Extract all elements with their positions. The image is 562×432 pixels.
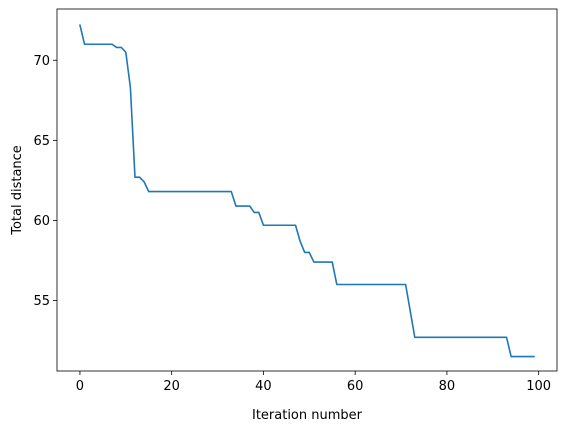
y-tick-label: 60 [33, 214, 50, 229]
y-tick-label: 70 [33, 54, 50, 69]
plot-area: 0 20 40 60 80 100 55 60 65 70 [33, 8, 558, 394]
plot-frame [56, 8, 558, 372]
y-tick-label: 65 [33, 134, 50, 149]
series-layer [79, 24, 535, 358]
x-tick-label: 80 [439, 379, 456, 394]
series-line-0 [79, 24, 535, 358]
y-tick-label: 55 [33, 294, 50, 309]
y-axis-ticks: 55 60 65 70 [33, 54, 57, 309]
y-axis-label: Total distance [10, 145, 25, 236]
x-tick-label: 100 [526, 379, 551, 394]
x-tick-label: 60 [347, 379, 364, 394]
x-tick-label: 20 [163, 379, 180, 394]
x-axis-label: Iteration number [252, 408, 363, 423]
x-axis-ticks: 0 20 40 60 80 100 [76, 371, 551, 394]
x-tick-label: 0 [76, 379, 84, 394]
x-tick-label: 40 [255, 379, 272, 394]
